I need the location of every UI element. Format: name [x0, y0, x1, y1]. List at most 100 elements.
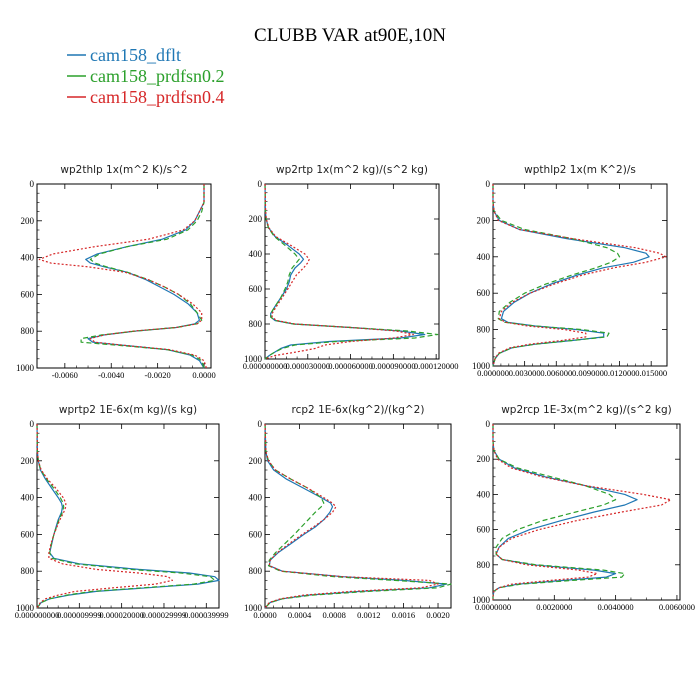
y-tick-label: 0 [30, 179, 35, 189]
x-tick-label: 0.000000000 [15, 610, 60, 620]
x-tick-label: 0.000020000 [99, 610, 144, 620]
y-tick-label: 1000 [16, 603, 35, 613]
x-tick-label: 0.000029999 [142, 610, 187, 620]
series-line-cam158_prdfsn0.4 [264, 423, 439, 609]
y-tick-label: 0 [258, 419, 263, 429]
x-tick-label: 0.000000 [477, 368, 509, 378]
x-tick-label: 0.000090000 [371, 361, 416, 371]
y-tick-label: 800 [477, 560, 491, 570]
legend: cam158_dflt cam158_prdfsn0.2 cam158_prdf… [67, 45, 224, 107]
series-line-cam158_dflt [36, 423, 220, 609]
plot-panel: wp2rtp 1x(m^2 kg)/(s^2 kg) 0 200 400 600 800 1… [243, 164, 459, 371]
x-tick-label: -0.0060 [52, 370, 78, 380]
series-line-cam158_prdfsn0.2 [492, 184, 621, 367]
series-line-cam158_prdfsn0.4 [264, 183, 414, 360]
y-tick-label: 800 [21, 566, 35, 576]
x-tick-label: 0.0004 [288, 610, 312, 620]
x-tick-label: -0.0020 [145, 370, 171, 380]
y-tick-label: 200 [21, 456, 35, 466]
y-tick-label: 1000 [472, 595, 491, 605]
y-tick-label: 1000 [16, 363, 35, 373]
x-tick-label: 0.000009999 [57, 610, 102, 620]
y-tick-label: 0 [258, 179, 263, 189]
plot-frame [492, 183, 668, 367]
plot-panel: wpthlp2 1x(m K^2)/s020040060080010000.00… [472, 164, 668, 378]
plot-panel: wprtp2 1E-6x(m kg)/(s kg) 0 200 400 600 800 10… [15, 404, 229, 620]
series-line-cam158_prdfsn0.4 [492, 424, 672, 600]
x-tick-label: 0.0000 [192, 370, 215, 380]
series-line-cam158_prdfsn0.2 [492, 424, 626, 600]
x-tick-label: 0.0016 [392, 610, 415, 620]
x-tick-label: 0.000030000 [285, 361, 330, 371]
panel-title: wprtp2 1E-6x(m kg)/(s kg) [59, 404, 197, 416]
x-tick-label: 0.000060000 [328, 361, 373, 371]
series-line-cam158_prdfsn0.4 [36, 423, 173, 609]
x-tick-label: 0.0060000 [659, 602, 695, 612]
y-tick-label: 600 [249, 529, 263, 539]
y-tick-label: 200 [249, 214, 263, 224]
y-tick-label: 200 [477, 454, 491, 464]
y-tick-label: 800 [477, 325, 491, 335]
plot-frame [492, 423, 681, 601]
legend-entry: cam158_dflt [67, 45, 181, 65]
x-tick-label: 0.000120000 [414, 361, 459, 371]
x-tick-label: 0.015000 [635, 368, 667, 378]
series-line-cam158_dflt [492, 424, 638, 600]
series-line-cam158_dflt [264, 423, 448, 609]
series-line-cam158_prdfsn0.2 [80, 184, 205, 369]
panels: wp2thlp 1x(m^2 K)/s^2 0 200 400 600 800 1000 -0… [15, 164, 695, 620]
y-tick-label: 800 [21, 326, 35, 336]
y-tick-label: 600 [21, 529, 35, 539]
panel-title: wp2thlp 1x(m^2 K)/s^2 [60, 164, 187, 176]
y-tick-label: 600 [249, 284, 263, 294]
x-tick-label: 0.0020000 [536, 602, 572, 612]
series-line-cam158_prdfsn0.4 [492, 184, 667, 367]
y-tick-label: 1000 [472, 361, 491, 371]
plot-panel: wp2rcp 1E-3x(m^2 kg)/(s^2 kg) 0 200 400 600 8… [472, 404, 695, 612]
legend-label: cam158_dflt [90, 45, 181, 65]
series-line-cam158_prdfsn0.4 [38, 184, 207, 369]
y-tick-label: 400 [249, 249, 263, 259]
x-tick-label: 0.009000 [572, 368, 604, 378]
x-tick-label: 0.0012 [357, 610, 380, 620]
y-tick-label: 200 [21, 216, 35, 226]
panel-title: rcp2 1E-6x(kg^2)/(kg^2) [292, 404, 425, 416]
x-tick-label: 0.012000 [604, 368, 636, 378]
x-tick-label: 0.0040000 [598, 602, 634, 612]
x-tick-label: 0.000000000 [243, 361, 288, 371]
chart-title: CLUBB VAR at90E,10N [254, 25, 446, 46]
y-tick-label: 600 [477, 525, 491, 535]
y-tick-label: 0 [30, 419, 35, 429]
y-tick-label: 800 [249, 566, 263, 576]
panel-title: wpthlp2 1x(m K^2)/s [524, 164, 636, 176]
y-tick-label: 600 [21, 289, 35, 299]
plot-panel: rcp2 1E-6x(kg^2)/(kg^2) 0 200 400 600 800 1000… [244, 404, 452, 620]
plot-frame [36, 423, 220, 609]
series-line-cam158_dflt [85, 184, 205, 369]
panel-title: wp2rcp 1E-3x(m^2 kg)/(s^2 kg) [501, 404, 672, 416]
y-tick-label: 800 [249, 319, 263, 329]
y-tick-label: 0 [486, 419, 491, 429]
x-tick-label: 0.003000 [509, 368, 541, 378]
legend-entry: cam158_prdfsn0.2 [67, 66, 224, 86]
series-line-cam158_prdfsn0.2 [36, 423, 216, 609]
y-tick-label: 400 [249, 493, 263, 503]
x-tick-label: 0.0000 [253, 610, 276, 620]
series-line-cam158_dflt [264, 183, 426, 360]
y-tick-label: 1000 [244, 354, 263, 364]
y-tick-label: 400 [477, 252, 491, 262]
y-tick-label: 600 [477, 288, 491, 298]
legend-entry: cam158_prdfsn0.4 [67, 87, 224, 107]
y-tick-label: 1000 [244, 603, 263, 613]
y-tick-label: 400 [21, 253, 35, 263]
x-tick-label: 0.0000000 [475, 602, 511, 612]
x-tick-label: -0.0040 [98, 370, 124, 380]
plot-frame [36, 183, 212, 369]
y-tick-label: 0 [486, 179, 491, 189]
y-tick-label: 200 [477, 215, 491, 225]
x-tick-label: 0.006000 [540, 368, 572, 378]
x-tick-label: 0.0008 [323, 610, 346, 620]
x-tick-label: 0.0020 [426, 610, 449, 620]
legend-label: cam158_prdfsn0.2 [90, 66, 224, 86]
